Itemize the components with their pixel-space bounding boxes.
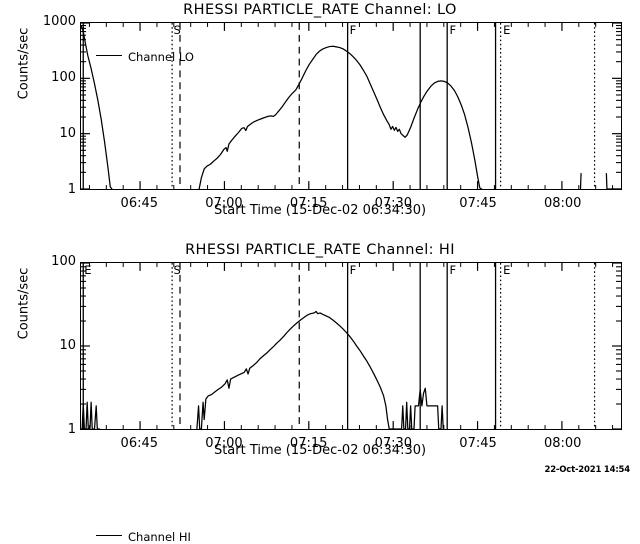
y-tick-label: 10 xyxy=(59,338,76,353)
x-tick-label: 07:15 xyxy=(289,196,328,211)
event-marker-label: F xyxy=(349,263,357,277)
event-marker-label: S xyxy=(173,263,181,277)
x-tick-label: 07:45 xyxy=(459,436,497,451)
event-marker-label: E xyxy=(503,23,511,37)
plot-area-lo xyxy=(80,22,622,190)
render-timestamp: 22-Oct-2021 14:54 xyxy=(544,465,631,475)
y-tick-label: 100 xyxy=(51,254,76,269)
legend-lo: Channel LO xyxy=(96,49,194,64)
y-axis-ticks-hi: 1 10 100 xyxy=(0,240,80,480)
event-marker-label: E xyxy=(84,263,92,277)
event-marker-label: F xyxy=(349,23,357,37)
legend-line-swatch-lo xyxy=(96,54,122,56)
y-tick-label: 1 xyxy=(67,422,76,437)
x-tick-label: 07:30 xyxy=(374,196,413,211)
y-tick-label: 10 xyxy=(59,126,76,141)
y-tick-label: 1000 xyxy=(42,14,76,29)
chart-panel-hi: RHESSI PARTICLE_RATE Channel: HI 1 10 100 … xyxy=(0,240,640,544)
x-tick-label: 06:45 xyxy=(120,436,159,451)
legend-label-lo: Channel LO xyxy=(128,49,194,64)
event-marker-label: F xyxy=(449,23,457,37)
x-tick-label: 08:00 xyxy=(543,436,582,451)
x-axis-label-hi: Start Time (15-Dec-02 06:34:30) xyxy=(213,443,427,458)
legend-label-hi: Channel HI xyxy=(128,529,191,544)
chart-title-lo: RHESSI PARTICLE_RATE Channel: LO xyxy=(183,2,457,18)
x-tick-label: 07:30 xyxy=(374,436,413,451)
event-marker-label: F xyxy=(449,263,457,277)
y-tick-label: 100 xyxy=(51,70,76,85)
event-marker-label: S xyxy=(173,23,181,37)
legend-hi: Channel HI xyxy=(96,529,191,544)
y-axis-label-hi: Counts/sec xyxy=(16,267,32,340)
y-axis-ticks-lo: 1 10 100 1000 xyxy=(0,0,80,240)
event-marker-label: E xyxy=(503,263,511,277)
legend-line-swatch-hi xyxy=(96,534,122,536)
x-tick-label: 07:00 xyxy=(205,196,243,211)
x-tick-label: 07:15 xyxy=(289,436,328,451)
plot-canvas-lo xyxy=(81,23,621,189)
x-tick-label: 06:45 xyxy=(120,196,159,211)
y-tick-label: 1 xyxy=(67,182,76,197)
chart-title-hi: RHESSI PARTICLE_RATE Channel: HI xyxy=(185,242,455,258)
x-tick-label: 08:00 xyxy=(543,196,582,211)
plot-area-hi xyxy=(80,262,622,430)
x-tick-label: 07:00 xyxy=(205,436,243,451)
y-axis-label-lo: Counts/sec xyxy=(16,27,32,100)
plot-canvas-hi xyxy=(81,263,621,429)
x-tick-label: 07:45 xyxy=(459,196,497,211)
chart-panel-lo: RHESSI PARTICLE_RATE Channel: LO 1 10 100 1… xyxy=(0,0,640,240)
x-axis-label-lo: Start Time (15-Dec-02 06:34:30) xyxy=(213,203,427,218)
